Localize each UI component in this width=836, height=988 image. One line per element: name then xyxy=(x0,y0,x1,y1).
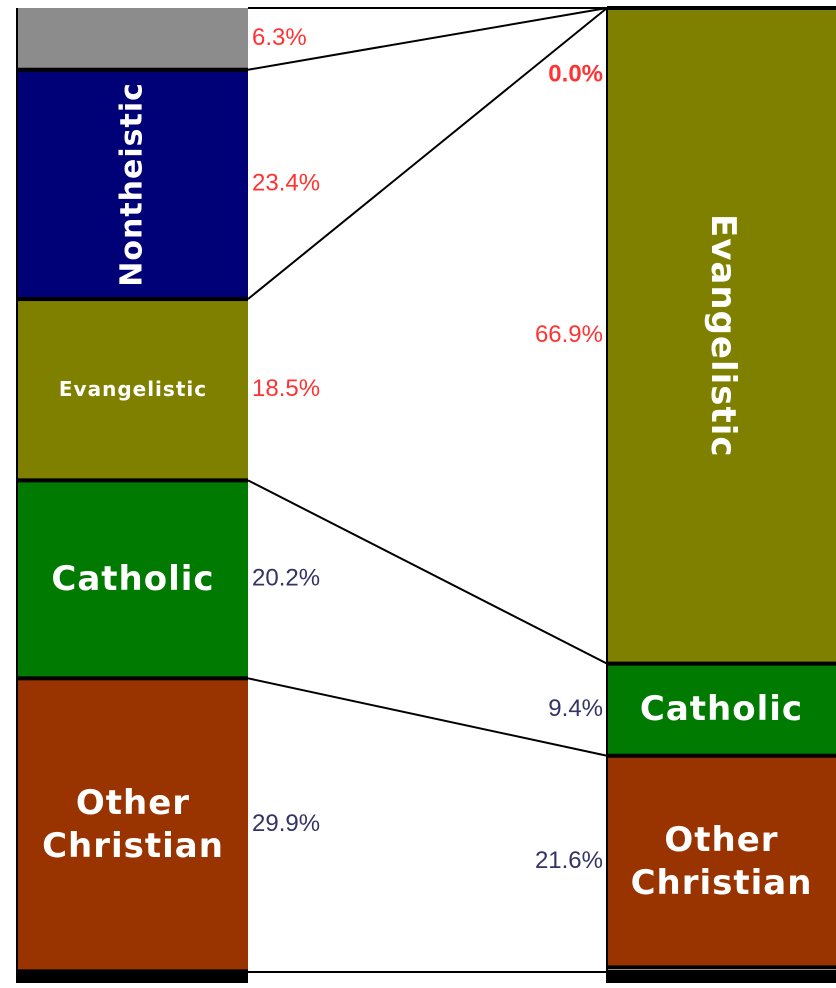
value-label: 9.4% xyxy=(548,695,603,722)
category-label: Other Christian xyxy=(630,820,813,903)
category-label: Catholic xyxy=(51,559,215,600)
segment xyxy=(607,755,836,968)
category-label-box: Catholic xyxy=(51,559,215,600)
segment xyxy=(18,8,248,70)
category-label: Nontheistic xyxy=(115,82,150,287)
category-label-box: Other Christian xyxy=(630,820,813,903)
segment xyxy=(607,8,836,664)
value-label: 6.3% xyxy=(252,24,307,51)
separator xyxy=(607,965,836,970)
separator xyxy=(18,676,248,681)
category-label-box: Other Christian xyxy=(42,783,224,866)
category-label: Other Christian xyxy=(42,783,224,866)
connector xyxy=(247,7,608,300)
connector xyxy=(247,677,608,757)
separator xyxy=(18,478,248,483)
value-label: 18.5% xyxy=(252,375,320,402)
category-label-box: Evangelistic xyxy=(58,377,208,402)
segment xyxy=(18,299,248,481)
base-strip xyxy=(18,970,248,983)
value-label: 66.9% xyxy=(535,321,603,348)
separator xyxy=(607,753,836,758)
value-label: 21.6% xyxy=(535,847,603,874)
separator xyxy=(18,297,248,302)
category-label: Evangelistic xyxy=(703,214,743,458)
category-label-box: Catholic xyxy=(639,689,804,730)
separator xyxy=(18,67,248,72)
category-label: Evangelistic xyxy=(58,377,208,402)
separator xyxy=(607,661,836,666)
value-label: 0.0% xyxy=(548,60,603,87)
connector xyxy=(247,479,608,665)
category-label: Catholic xyxy=(639,689,804,730)
segment xyxy=(18,69,248,300)
value-label: 23.4% xyxy=(252,170,320,197)
base-strip xyxy=(607,970,836,983)
separator xyxy=(607,6,836,10)
connector xyxy=(247,7,608,71)
value-label: 20.2% xyxy=(252,565,320,592)
segment xyxy=(18,480,248,679)
segment xyxy=(18,678,248,972)
segment xyxy=(607,663,836,756)
value-label: 29.9% xyxy=(252,810,320,837)
